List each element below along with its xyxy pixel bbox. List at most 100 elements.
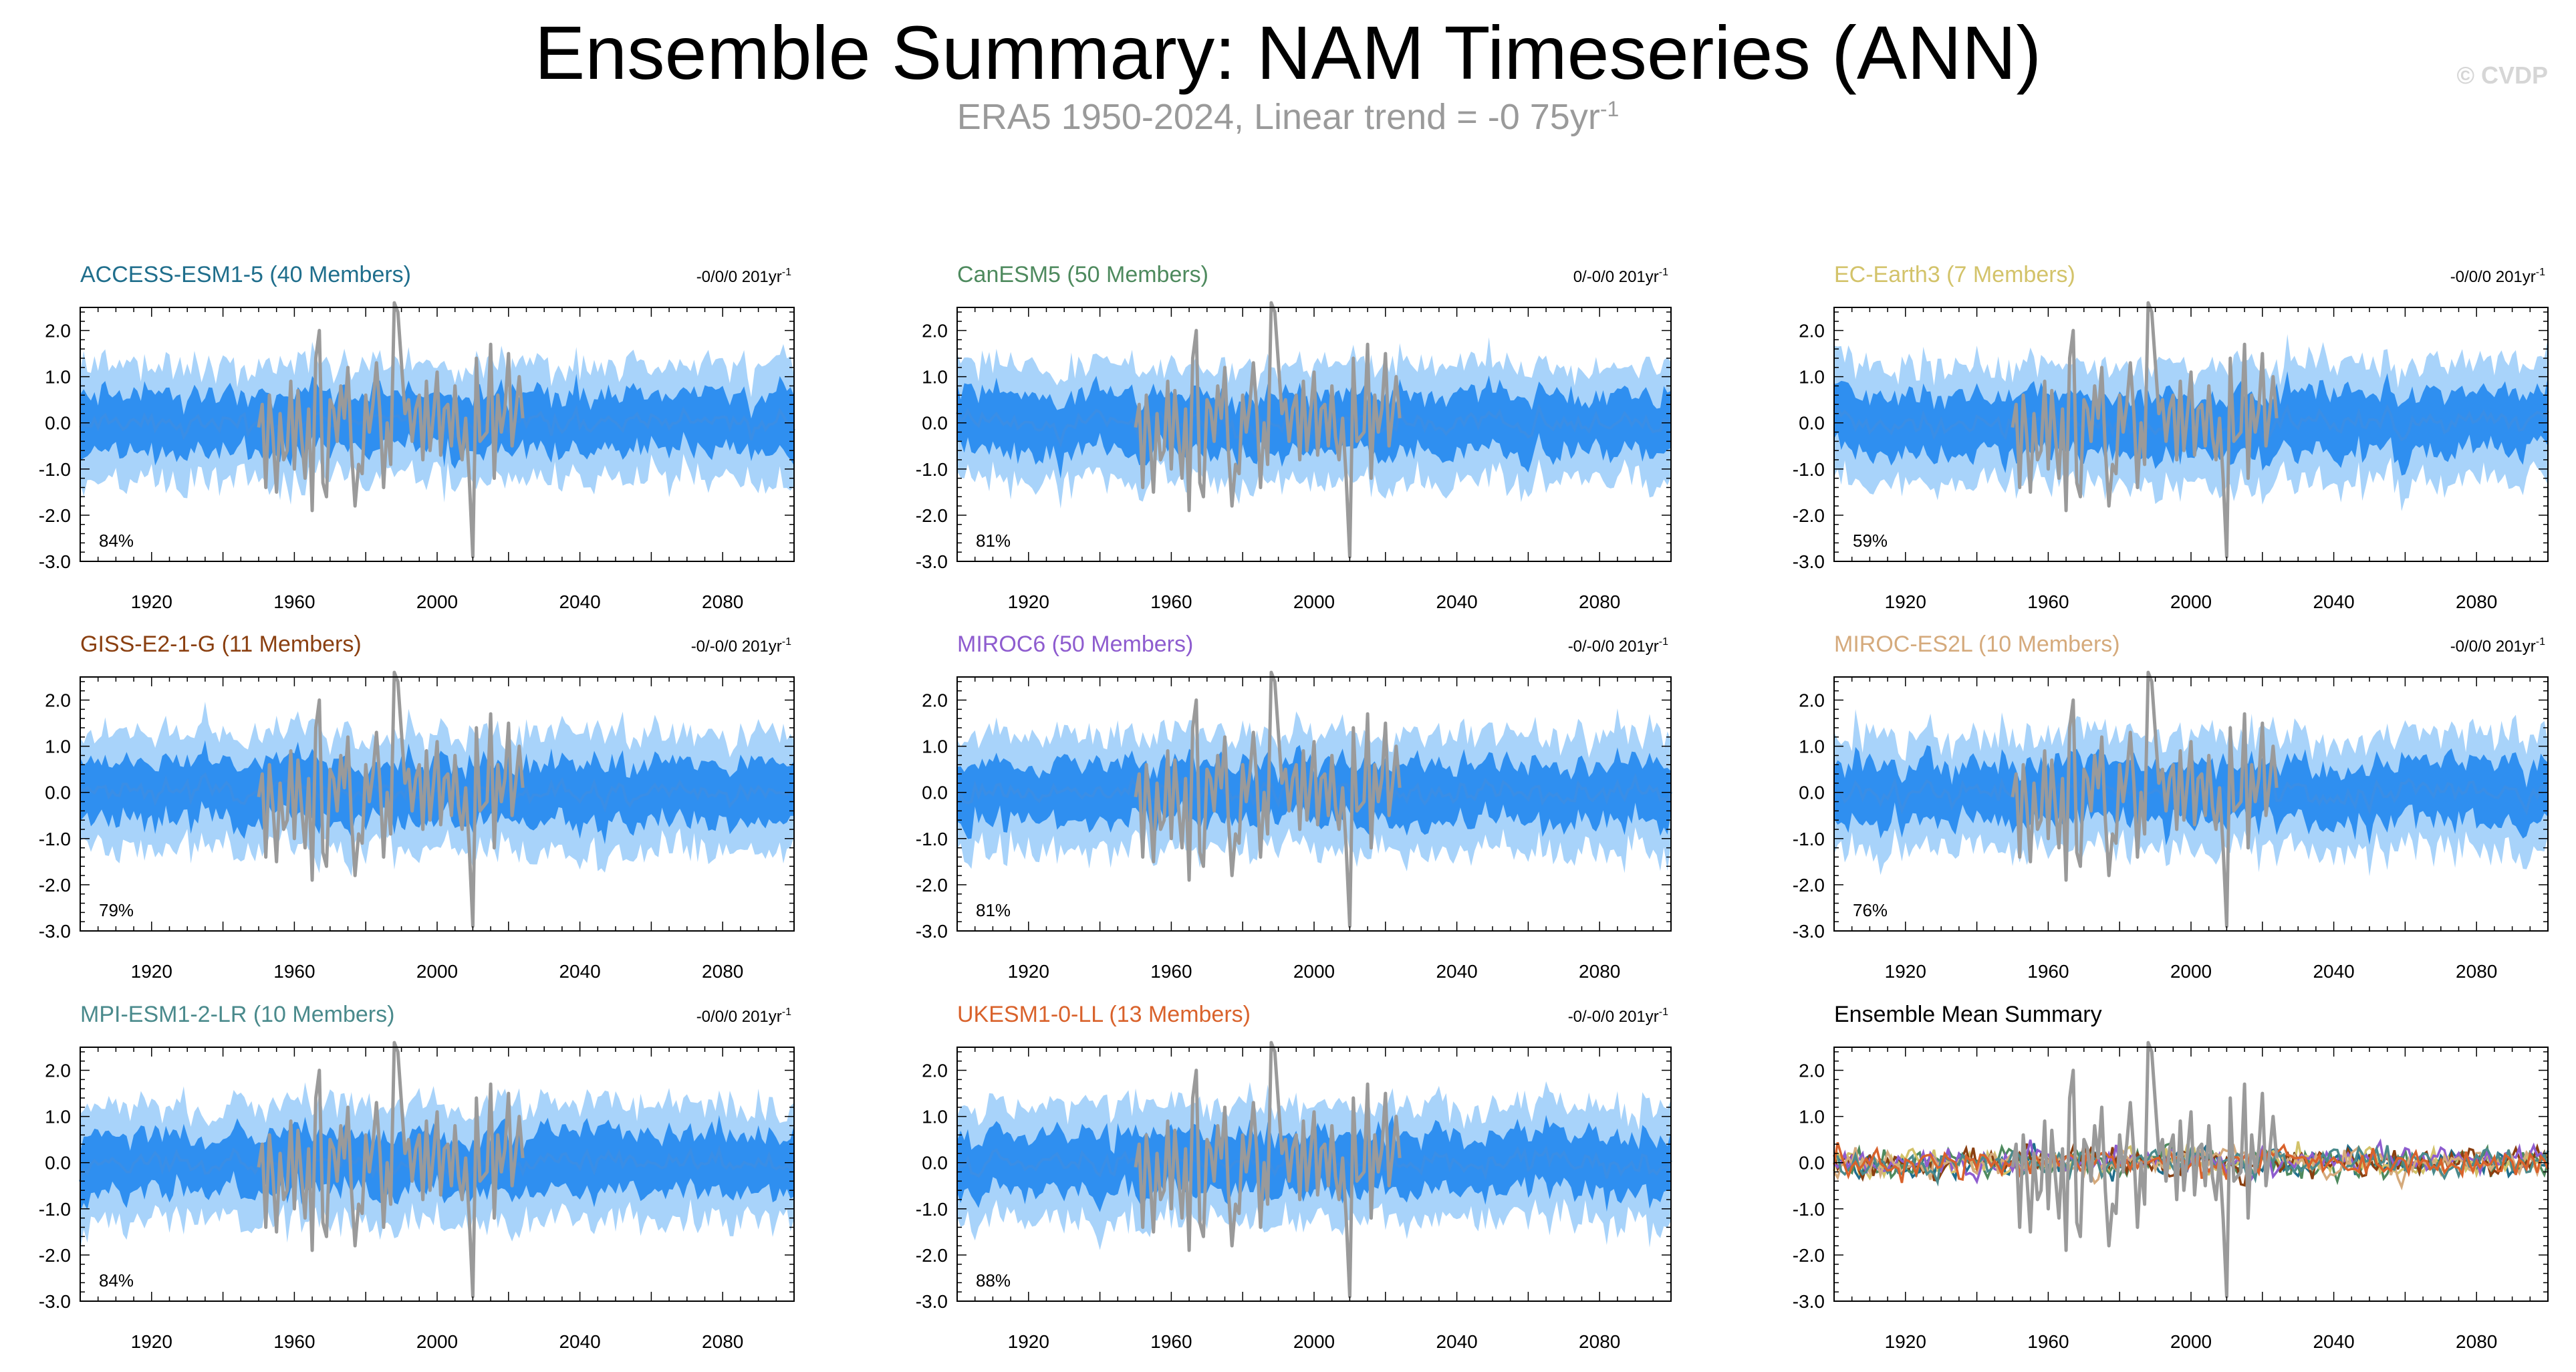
- page-title: Ensemble Summary: NAM Timeseries (ANN): [534, 11, 2042, 95]
- observed-series: [257, 301, 525, 559]
- y-tick-label: -3.0: [39, 551, 71, 572]
- x-tick-label: 2000: [2170, 591, 2212, 612]
- x-tick-label: 2040: [1436, 1331, 1477, 1352]
- trend-exponent: -1: [782, 1006, 791, 1018]
- y-tick-label: 1.0: [922, 736, 948, 757]
- y-tick-label: -1.0: [916, 1199, 948, 1220]
- x-tick-label: 2000: [1293, 591, 1335, 612]
- observed-series: [257, 670, 525, 928]
- y-tick-label: -1.0: [39, 459, 71, 480]
- x-tick-label: 1960: [273, 1331, 315, 1352]
- x-tick-label: 2040: [2313, 591, 2354, 612]
- x-tick-label: 2080: [2456, 591, 2497, 612]
- x-tick-label: 2000: [1293, 1331, 1335, 1352]
- ensemble-mean-line: [1833, 404, 2549, 442]
- x-tick-label: 2000: [1293, 961, 1335, 982]
- x-tick-label: 1920: [1008, 1331, 1049, 1352]
- panel-title: CanESM5 (50 Members): [957, 262, 1208, 287]
- x-tick-label: 2080: [702, 591, 743, 612]
- panel-trend-label: -0/0/0 201yr-1: [2450, 267, 2545, 286]
- observed-series: [1134, 301, 1402, 559]
- y-tick-label: 0.0: [922, 1153, 948, 1174]
- panel-title: ACCESS-ESM1-5 (40 Members): [80, 262, 411, 287]
- panel-title: Ensemble Mean Summary: [1834, 1002, 2102, 1027]
- observed-series: [2011, 1041, 2279, 1298]
- ensemble-mean-line: [956, 1145, 1672, 1181]
- y-tick-label: -2.0: [39, 505, 71, 526]
- y-tick-label: -3.0: [916, 551, 948, 572]
- ensemble-mean-line: [79, 1144, 795, 1182]
- y-tick-label: -3.0: [916, 1291, 948, 1312]
- y-tick-label: -3.0: [916, 921, 948, 942]
- panel-trend-label: -0/-0/0 201yr-1: [1568, 1006, 1668, 1026]
- y-tick-label: 0.0: [1799, 1153, 1825, 1174]
- panel-trend-label: -0/-0/0 201yr-1: [691, 636, 791, 656]
- trend-exponent: -1: [1659, 636, 1668, 648]
- y-tick-label: -1.0: [39, 1199, 71, 1220]
- x-tick-label: 2000: [2170, 961, 2212, 982]
- x-tick-label: 1920: [1885, 591, 1926, 612]
- x-tick-label: 1960: [273, 591, 315, 612]
- pattern-correlation-label: 84%: [99, 531, 134, 551]
- panel-title: MPI-ESM1-2-LR (10 Members): [80, 1002, 394, 1027]
- panel-title: MIROC6 (50 Members): [957, 632, 1193, 657]
- x-tick-label: 2040: [559, 591, 600, 612]
- pattern-correlation-label: 59%: [1853, 531, 1888, 551]
- y-tick-label: 1.0: [922, 367, 948, 388]
- panel-trend-label: -0/-0/0 201yr-1: [1568, 636, 1668, 656]
- y-tick-label: 1.0: [45, 367, 71, 388]
- y-tick-label: -3.0: [1793, 1291, 1825, 1312]
- y-tick-label: 2.0: [922, 321, 948, 341]
- chart-panel: MIROC-ES2L (10 Members) -0/0/0 201yr-1 2.0…: [1793, 632, 2549, 982]
- y-tick-label: -1.0: [916, 829, 948, 849]
- x-tick-label: 1920: [1885, 1331, 1926, 1352]
- pattern-correlation-label: 84%: [99, 1270, 134, 1290]
- y-tick-label: 2.0: [45, 1061, 71, 1081]
- y-tick-label: 0.0: [45, 413, 71, 434]
- y-tick-label: 0.0: [1799, 413, 1825, 434]
- y-tick-label: -1.0: [1793, 459, 1825, 480]
- panel-trend-label: 0/-0/0 201yr-1: [1573, 267, 1668, 286]
- y-tick-label: -3.0: [1793, 921, 1825, 942]
- y-tick-label: 2.0: [922, 690, 948, 711]
- copyright-watermark: © CVDP: [2456, 61, 2548, 89]
- y-tick-label: 2.0: [1799, 321, 1825, 341]
- y-tick-label: 0.0: [922, 413, 948, 434]
- chart-panel: MIROC6 (50 Members) -0/-0/0 201yr-1 2.0 1.0…: [916, 632, 1672, 982]
- y-tick-label: -2.0: [39, 875, 71, 896]
- y-tick-label: 1.0: [45, 736, 71, 757]
- ensemble-mean-line: [956, 402, 1672, 448]
- inner-spread-band: [80, 1115, 794, 1212]
- inner-spread-band: [80, 374, 794, 469]
- y-tick-label: -1.0: [1793, 829, 1825, 849]
- trend-exponent: -1: [2536, 267, 2545, 278]
- x-tick-label: 2080: [702, 1331, 743, 1352]
- x-tick-label: 2040: [1436, 961, 1477, 982]
- x-tick-label: 1920: [1008, 961, 1049, 982]
- x-tick-label: 2040: [559, 1331, 600, 1352]
- y-tick-label: 1.0: [1799, 367, 1825, 388]
- x-tick-label: 2000: [416, 1331, 458, 1352]
- y-tick-label: -3.0: [1793, 551, 1825, 572]
- x-tick-label: 2040: [1436, 591, 1477, 612]
- pattern-correlation-label: 88%: [976, 1270, 1011, 1290]
- x-tick-label: 1920: [131, 591, 172, 612]
- y-tick-label: 2.0: [45, 690, 71, 711]
- y-tick-label: 1.0: [1799, 1107, 1825, 1127]
- x-tick-label: 2040: [559, 961, 600, 982]
- trend-exponent: -1: [782, 267, 791, 278]
- inner-spread-band: [957, 744, 1671, 839]
- chart-panel: ACCESS-ESM1-5 (40 Members) -0/0/0 201yr-1…: [39, 262, 795, 612]
- y-tick-label: 2.0: [1799, 1061, 1825, 1081]
- panel-title: MIROC-ES2L (10 Members): [1834, 632, 2120, 657]
- y-tick-label: -1.0: [1793, 1199, 1825, 1220]
- panel-title: UKESM1-0-LL (13 Members): [957, 1002, 1251, 1027]
- x-tick-label: 2080: [2456, 1331, 2497, 1352]
- chart-panel: Ensemble Mean Summary 2.0 1.0 0.0 -1.0 -2.0 -3…: [1793, 1002, 2549, 1352]
- y-tick-label: 0.0: [45, 1153, 71, 1174]
- inner-spread-band: [1834, 371, 2548, 476]
- x-tick-label: 2080: [2456, 961, 2497, 982]
- page-subtitle: ERA5 1950-2024, Linear trend = -0 75yr-1: [0, 96, 2576, 138]
- x-tick-label: 1920: [131, 1331, 172, 1352]
- y-tick-label: -1.0: [39, 829, 71, 849]
